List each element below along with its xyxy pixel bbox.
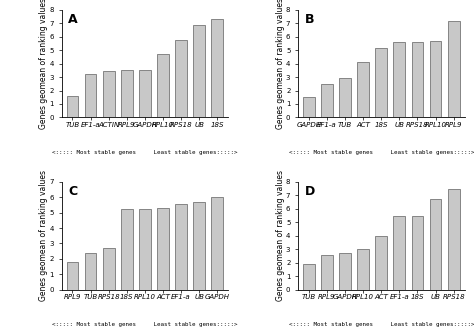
Bar [375, 237, 387, 290]
Bar [211, 197, 223, 290]
Bar [339, 253, 351, 290]
Bar [339, 78, 351, 117]
Bar [430, 41, 441, 117]
Bar [393, 42, 405, 117]
Bar [321, 85, 333, 117]
Text: <::::: Most stable genes     Least stable genes:::::>: <::::: Most stable genes Least stable ge… [289, 150, 474, 155]
Text: A: A [68, 13, 78, 26]
Text: C: C [68, 185, 77, 198]
Bar [193, 202, 205, 290]
Y-axis label: Genes geomean of ranking values: Genes geomean of ranking values [275, 170, 284, 301]
Y-axis label: Genes geomean of ranking values: Genes geomean of ranking values [275, 0, 284, 129]
Bar [66, 262, 78, 290]
Bar [85, 74, 96, 117]
Bar [193, 25, 205, 117]
Bar [121, 70, 133, 117]
Bar [66, 96, 78, 117]
Text: D: D [305, 185, 315, 198]
Bar [139, 70, 151, 117]
Y-axis label: Genes geomean of ranking values: Genes geomean of ranking values [39, 170, 48, 301]
Bar [85, 253, 96, 290]
Bar [393, 216, 405, 290]
Bar [139, 209, 151, 290]
Bar [121, 209, 133, 290]
Bar [303, 264, 315, 290]
Bar [357, 62, 369, 117]
Bar [303, 97, 315, 117]
Bar [448, 21, 460, 117]
Y-axis label: Genes geomean of ranking values: Genes geomean of ranking values [39, 0, 48, 129]
Text: B: B [305, 13, 314, 26]
Bar [103, 248, 115, 290]
Bar [157, 208, 169, 290]
Bar [357, 249, 369, 290]
Bar [448, 190, 460, 290]
Bar [103, 71, 115, 117]
Text: <::::: Most stable genes     Least stable genes:::::>: <::::: Most stable genes Least stable ge… [52, 150, 237, 155]
Bar [211, 19, 223, 117]
Bar [175, 40, 187, 117]
Text: <::::: Most stable genes     Least stable genes:::::>: <::::: Most stable genes Least stable ge… [52, 322, 237, 327]
Bar [411, 42, 423, 117]
Bar [175, 204, 187, 290]
Bar [375, 47, 387, 117]
Text: <::::: Most stable genes     Least stable genes:::::>: <::::: Most stable genes Least stable ge… [289, 322, 474, 327]
Bar [157, 54, 169, 117]
Bar [411, 215, 423, 290]
Bar [430, 199, 441, 290]
Bar [321, 255, 333, 290]
